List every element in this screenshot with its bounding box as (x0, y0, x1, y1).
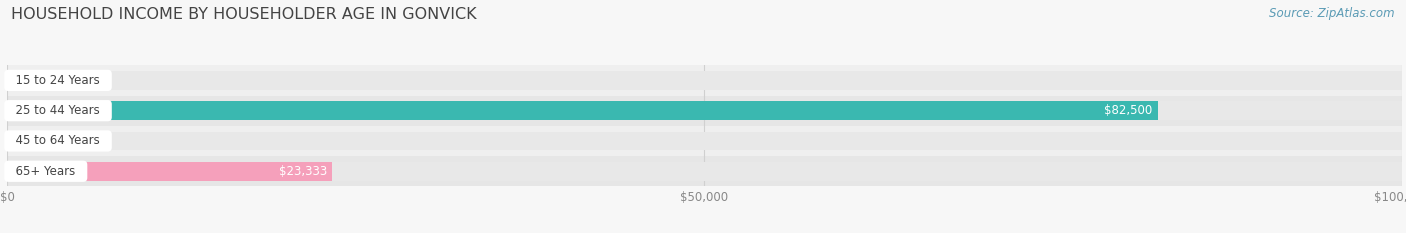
Text: $0: $0 (30, 74, 44, 87)
Bar (7, 101, 1402, 120)
Bar (7, 132, 1402, 150)
Text: $23,333: $23,333 (278, 165, 326, 178)
Text: 45 to 64 Years: 45 to 64 Years (8, 134, 108, 147)
Text: 65+ Years: 65+ Years (8, 165, 83, 178)
Bar (7, 71, 1402, 90)
Text: HOUSEHOLD INCOME BY HOUSEHOLDER AGE IN GONVICK: HOUSEHOLD INCOME BY HOUSEHOLDER AGE IN G… (11, 7, 477, 22)
Bar (7, 101, 1157, 120)
Bar (7, 65, 1402, 96)
Text: $82,500: $82,500 (1104, 104, 1152, 117)
Bar (7, 126, 1402, 156)
Bar (7, 162, 332, 181)
Text: $0: $0 (30, 134, 44, 147)
Text: 25 to 44 Years: 25 to 44 Years (8, 104, 108, 117)
Bar (7, 156, 1402, 186)
Bar (7, 162, 1402, 181)
Text: Source: ZipAtlas.com: Source: ZipAtlas.com (1270, 7, 1395, 20)
Bar (7, 96, 1402, 126)
Text: 15 to 24 Years: 15 to 24 Years (8, 74, 108, 87)
